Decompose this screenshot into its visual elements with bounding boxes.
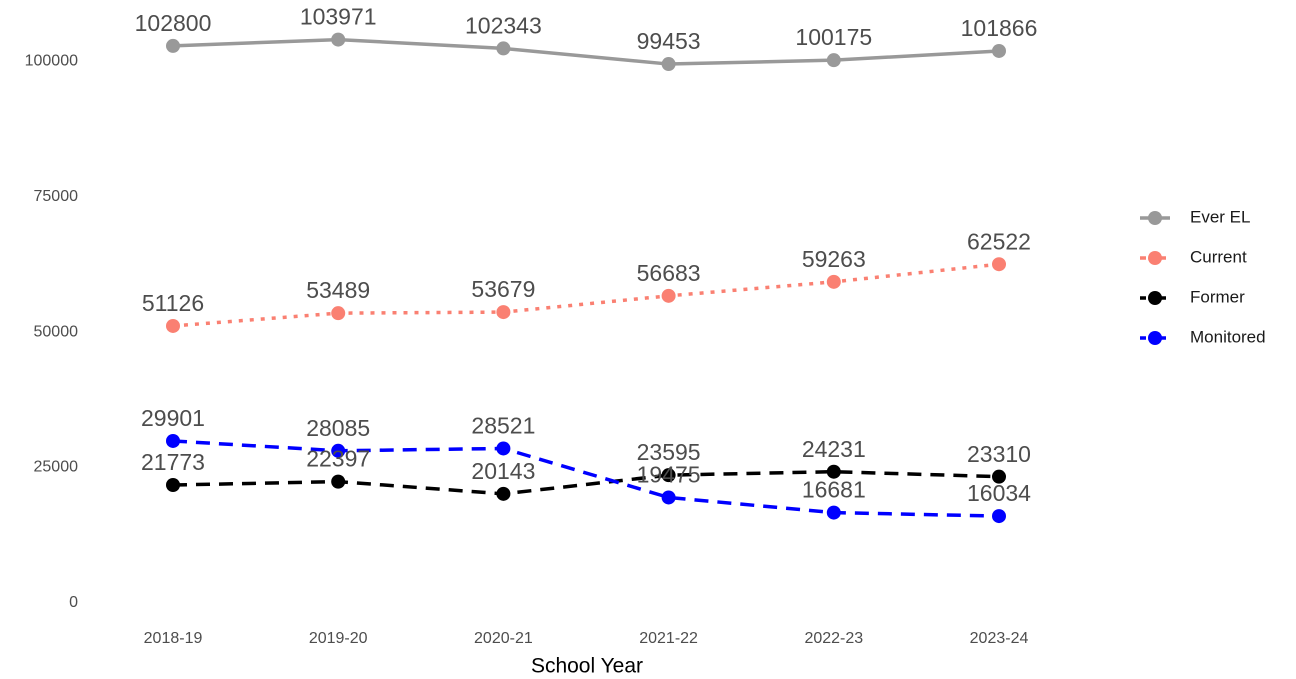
legend-label: Current [1190, 247, 1247, 266]
value-label: 28085 [306, 415, 370, 441]
point [992, 43, 1006, 58]
point [661, 490, 676, 505]
value-label: 19475 [637, 462, 701, 488]
value-label: 23310 [967, 441, 1031, 467]
x-tick-label: 2022-23 [804, 630, 863, 647]
legend-label: Former [1190, 287, 1245, 306]
value-label: 102343 [465, 12, 542, 38]
x-tick-label: 2023-24 [970, 630, 1029, 647]
point [826, 274, 841, 289]
legend-key-point [1148, 291, 1162, 305]
value-label: 59263 [802, 246, 866, 272]
y-tick-label: 50000 [34, 323, 79, 340]
point [166, 478, 180, 493]
value-label: 99453 [637, 28, 701, 54]
point [661, 288, 676, 303]
value-label: 102800 [135, 10, 212, 36]
point [661, 468, 676, 483]
value-label: 16681 [802, 477, 866, 503]
y-tick-label: 75000 [34, 188, 79, 205]
value-label: 62522 [967, 228, 1031, 254]
legend-key-point [1148, 211, 1162, 225]
point [992, 509, 1006, 524]
legend-key-point [1148, 251, 1162, 265]
value-label: 51126 [142, 290, 204, 316]
value-label: 16034 [967, 480, 1031, 506]
y-tick-label: 0 [69, 594, 78, 611]
point [826, 505, 841, 520]
series-line [172, 439, 1000, 518]
point [496, 305, 511, 320]
point [992, 257, 1006, 272]
point [331, 306, 346, 321]
point [331, 32, 346, 47]
x-tick-label: 2021-22 [639, 630, 698, 647]
value-label: 21773 [141, 449, 205, 475]
value-label: 22397 [306, 446, 370, 472]
value-label: 53489 [306, 277, 370, 303]
value-label: 29901 [141, 405, 205, 431]
series-line [172, 469, 1000, 496]
point [331, 443, 346, 458]
point [992, 469, 1006, 484]
value-label: 103971 [300, 4, 377, 30]
point [166, 433, 180, 448]
legend-label: Monitored [1190, 327, 1266, 346]
value-label: 20143 [471, 458, 535, 484]
x-axis-title: School Year [531, 655, 643, 678]
point [166, 38, 180, 53]
y-tick-label: 100000 [25, 52, 78, 69]
value-label: 101866 [961, 15, 1038, 41]
y-tick-label: 25000 [34, 459, 79, 476]
point [496, 41, 511, 56]
series-line [172, 37, 1000, 66]
value-label: 23595 [637, 439, 701, 465]
point [496, 486, 511, 501]
series-line [172, 262, 1000, 328]
point [331, 474, 346, 489]
legend-key-point [1148, 331, 1162, 345]
point [661, 57, 676, 72]
point [496, 441, 511, 456]
x-tick-label: 2020-21 [474, 630, 533, 647]
point [826, 53, 841, 68]
point [166, 318, 180, 333]
value-label: 56683 [637, 260, 701, 286]
value-label: 100175 [795, 24, 872, 50]
value-label: 28521 [471, 413, 535, 439]
value-label: 24231 [802, 436, 866, 462]
x-tick-label: 2019-20 [309, 630, 368, 647]
x-tick-label: 2018-19 [144, 630, 203, 647]
point [826, 464, 841, 479]
legend-label: Ever EL [1190, 207, 1250, 226]
value-label: 53679 [471, 276, 535, 302]
